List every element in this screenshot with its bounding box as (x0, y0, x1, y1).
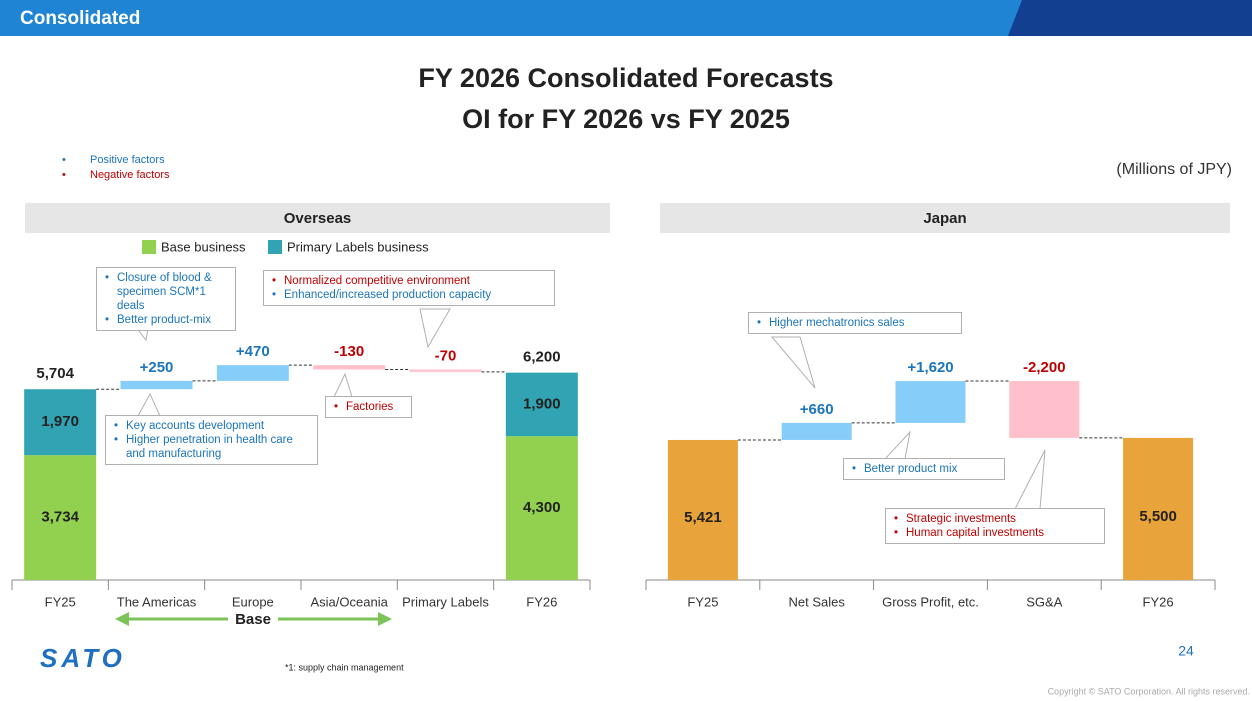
callout: Strategic investmentsHuman capital inves… (885, 508, 1105, 544)
segment-label: 5,500 (1139, 508, 1177, 525)
change-label: +1,620 (907, 359, 953, 376)
legend-label: Base business (161, 239, 246, 254)
callout-item: Closure of blood & specimen SCM*1 deals (105, 271, 229, 313)
callout-tail (770, 336, 816, 389)
change-label: +470 (236, 343, 270, 360)
segment-label: 1,970 (41, 413, 79, 430)
change-bar (313, 365, 386, 370)
total-label: 6,200 (523, 349, 561, 366)
legend-swatch (268, 240, 282, 254)
callout: Better product mix (843, 458, 1005, 480)
callout-tail (1014, 449, 1046, 510)
callout-item: Human capital investments (894, 526, 1098, 540)
note-arrowhead (378, 612, 392, 626)
title: FY 2026 Consolidated Forecasts (418, 63, 833, 93)
footnote: *1: supply chain management (285, 662, 404, 672)
bar-segment (1123, 437, 1194, 580)
legend-swatch (142, 240, 156, 254)
factor-bullet: • (62, 169, 66, 181)
change-label: -2,200 (1023, 359, 1066, 376)
callout-tail (419, 308, 451, 349)
change-bar (120, 380, 193, 390)
page-number: 24 (1178, 643, 1194, 659)
change-label: +660 (800, 401, 834, 418)
callout-item: Key accounts development (114, 419, 311, 433)
total-label: 5,704 (36, 365, 74, 382)
bar-segment (667, 439, 738, 580)
factor-bullet: • (62, 154, 66, 166)
segment-label: 4,300 (523, 499, 561, 516)
callout: Key accounts developmentHigher penetrati… (105, 415, 318, 465)
callout-item: Factories (334, 400, 405, 414)
title: OI for FY 2026 vs FY 2025 (462, 104, 790, 134)
bar-segment (24, 389, 97, 456)
note-arrowhead (115, 612, 129, 626)
x-tick-label: Primary Labels (402, 594, 489, 609)
callout-item: Higher mechatronics sales (757, 316, 955, 330)
legend-label: Primary Labels business (287, 239, 429, 254)
segment-label: 3,734 (41, 509, 79, 526)
x-tick-label: Net Sales (789, 594, 846, 609)
panel-title: Japan (923, 210, 966, 227)
callout-item: Higher penetration in health care and ma… (114, 433, 311, 461)
x-tick-label: Europe (232, 594, 274, 609)
x-tick-label: SG&A (1026, 594, 1062, 609)
segment-label: 5,421 (684, 509, 722, 526)
callout-item: Better product-mix (105, 313, 229, 327)
x-tick-label: Gross Profit, etc. (882, 594, 979, 609)
change-bar (781, 422, 852, 440)
change-label: +250 (140, 359, 174, 376)
change-bar (1009, 381, 1080, 438)
factor-label: Positive factors (90, 154, 165, 166)
x-tick-label: The Americas (117, 594, 197, 609)
x-tick-label: FY25 (687, 594, 718, 609)
x-tick-label: FY26 (1143, 594, 1174, 609)
segment-label: 1,900 (523, 395, 561, 412)
change-bar (216, 365, 289, 381)
panel-header (660, 203, 1230, 233)
copyright: Copyright © SATO Corporation. All rights… (1048, 686, 1250, 696)
note-bg (228, 610, 278, 628)
callout-item: Enhanced/increased production capacity (272, 288, 548, 302)
header: Consolidated (20, 8, 140, 29)
callout-tail (333, 372, 353, 398)
bar-segment (24, 455, 97, 580)
factor-label: Negative factors (90, 169, 170, 181)
bar-segment (505, 436, 578, 580)
x-tick-label: FY26 (526, 594, 557, 609)
callout: Closure of blood & specimen SCM*1 dealsB… (96, 267, 236, 331)
callout: Higher mechatronics sales (748, 312, 962, 334)
callout-tail (883, 430, 911, 460)
x-tick-label: Asia/Oceania (311, 594, 389, 609)
callout-item: Better product mix (852, 462, 998, 476)
unit: (Millions of JPY) (1116, 161, 1232, 178)
panel-title: Overseas (284, 210, 352, 227)
change-bar (895, 381, 966, 423)
callout-item: Strategic investments (894, 512, 1098, 526)
x-tick-label: FY25 (45, 594, 76, 609)
bar-segment (505, 372, 578, 437)
change-bar (409, 369, 482, 372)
callout-item: Normalized competitive environment (272, 274, 548, 288)
callout: Normalized competitive environmentEnhanc… (263, 270, 555, 306)
change-label: -130 (334, 343, 364, 360)
change-label: -70 (435, 347, 457, 364)
panel-header (25, 203, 610, 233)
callout-tail (137, 392, 161, 417)
callout: Factories (325, 396, 412, 418)
header-accent (1008, 0, 1252, 36)
logo: SATO (40, 643, 126, 673)
axis-note: Base (235, 611, 271, 628)
